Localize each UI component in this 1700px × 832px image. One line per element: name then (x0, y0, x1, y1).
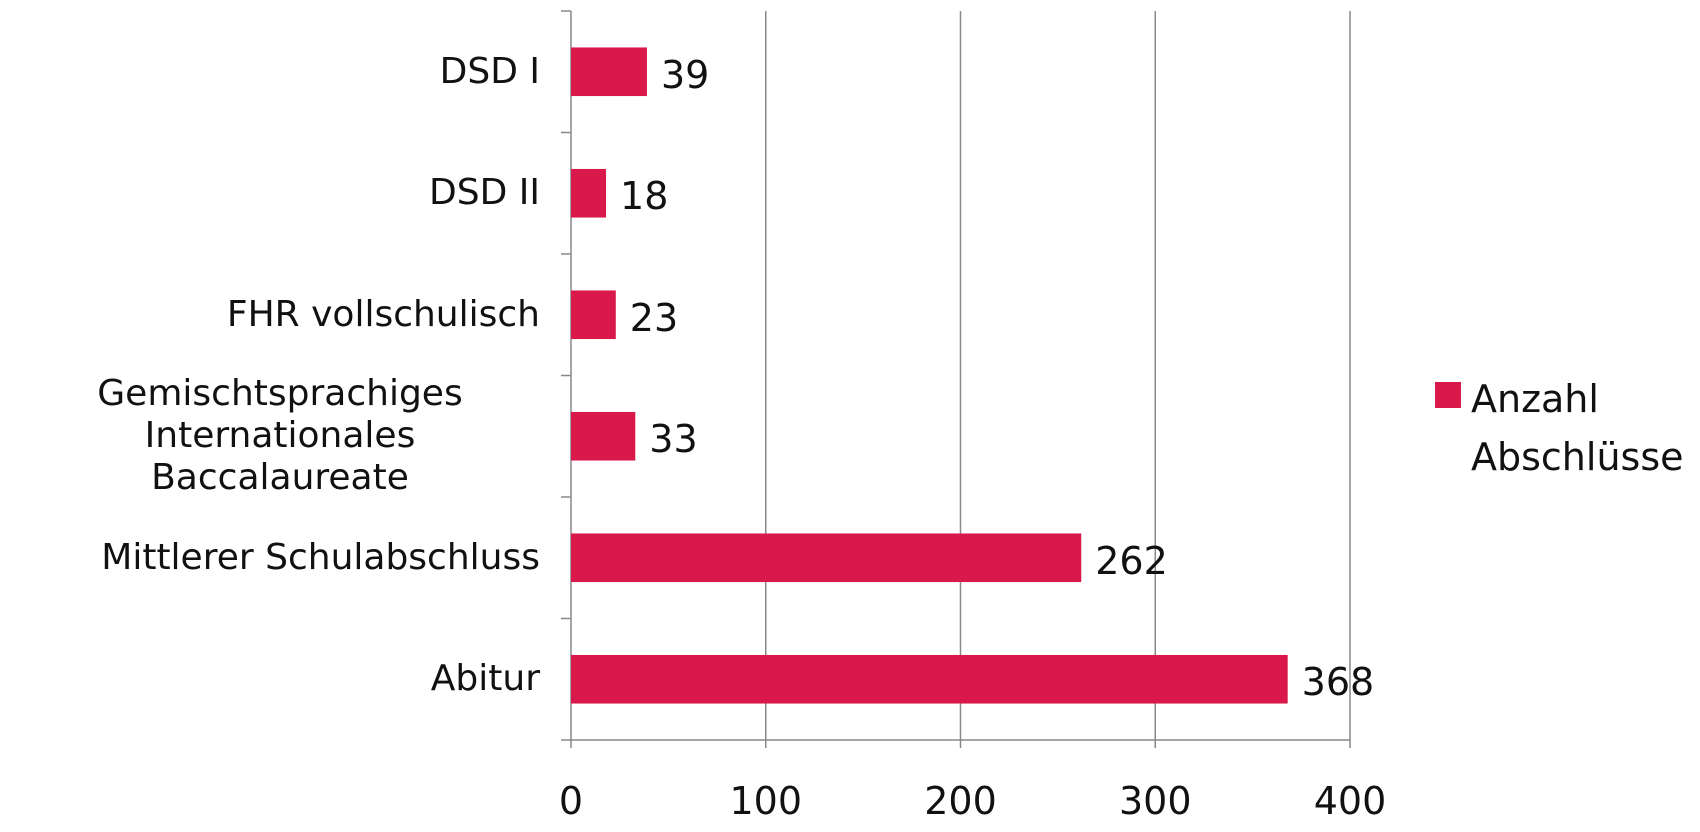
y-tick-label-text: DSD I (439, 50, 540, 92)
bar (571, 47, 647, 97)
bar (571, 654, 1288, 704)
x-tick-label: 300 (1118, 779, 1192, 823)
bar (571, 290, 616, 340)
y-tick-label: Abitur (0, 629, 540, 729)
y-tick-label-text: Gemischtsprachiges Internationales Bacca… (97, 373, 463, 499)
data-label: 33 (649, 417, 698, 462)
data-label: 39 (660, 52, 710, 97)
legend: Anzahl Abschlüsse (1435, 370, 1700, 486)
y-tick-label-text: Mittlerer Schulabschluss (101, 536, 540, 578)
y-tick-label: DSD I (0, 22, 540, 122)
y-tick-label: FHR vollschulisch (0, 265, 540, 365)
legend-label: Anzahl Abschlüsse (1471, 377, 1684, 479)
bar (571, 533, 1082, 583)
data-label: 23 (629, 295, 679, 340)
y-tick-label: Gemischtsprachiges Internationales Bacca… (0, 373, 540, 498)
y-tick-label: DSD II (0, 143, 540, 243)
y-tick-label-text: FHR vollschulisch (226, 293, 540, 335)
bar (571, 411, 636, 461)
x-tick-label: 100 (729, 779, 803, 823)
y-tick-label-text: DSD II (429, 172, 540, 214)
data-label: 262 (1095, 538, 1168, 583)
bar (571, 168, 607, 218)
legend-swatch (1435, 382, 1461, 408)
y-tick-label-text: Abitur (430, 658, 540, 700)
y-tick-label: Mittlerer Schulabschluss (0, 508, 540, 608)
data-label: 18 (620, 174, 669, 219)
data-label: 368 (1301, 660, 1375, 705)
x-tick-label: 200 (924, 779, 997, 823)
x-tick-label: 400 (1313, 779, 1387, 823)
x-tick-label: 0 (558, 779, 584, 823)
